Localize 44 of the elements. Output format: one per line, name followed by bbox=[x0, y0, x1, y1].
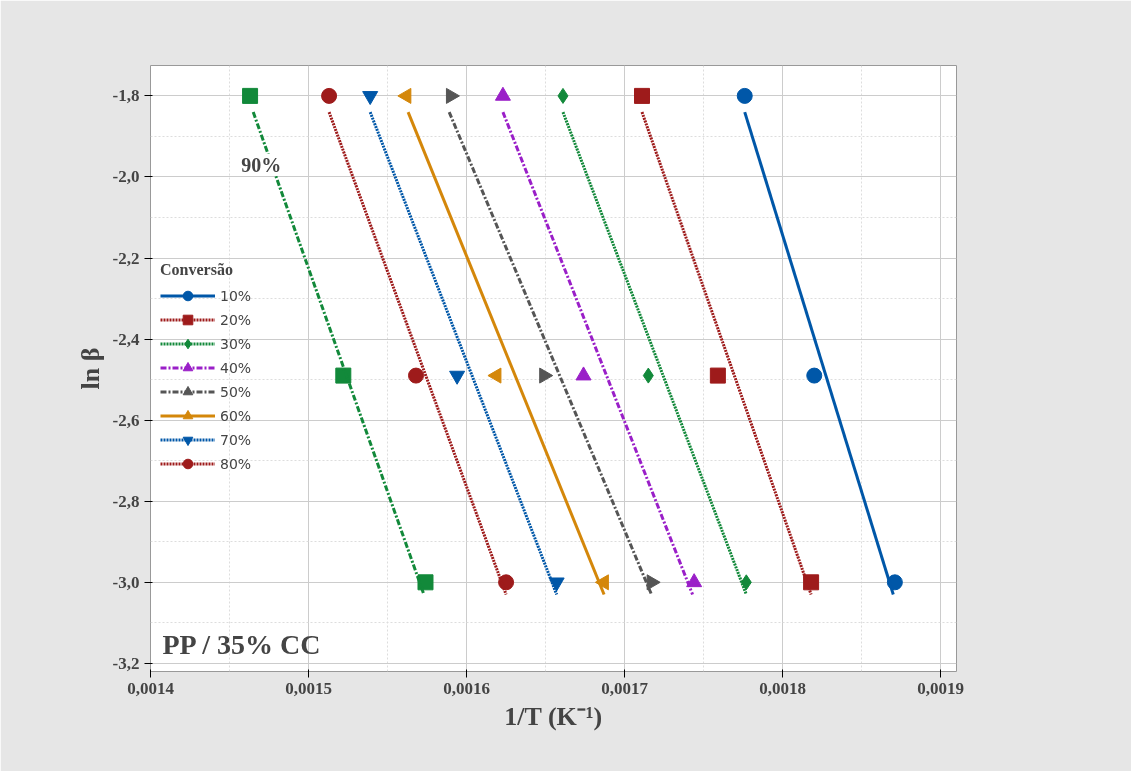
y-axis-title: ln β bbox=[75, 347, 105, 390]
x-tick-label: 0,0015 bbox=[285, 678, 332, 698]
y-tick-label: -2,4 bbox=[112, 329, 140, 349]
point bbox=[408, 367, 425, 384]
point bbox=[575, 366, 592, 381]
point bbox=[634, 87, 650, 104]
x-axis-title: 1/T (K⁻¹) bbox=[504, 701, 603, 731]
y-tick-label: -3,2 bbox=[112, 653, 140, 673]
legend-label: 20% bbox=[220, 310, 252, 330]
y-tick-label: -2,8 bbox=[112, 491, 140, 511]
y-tick-label: -2,6 bbox=[112, 410, 140, 430]
legend-label: 10% bbox=[220, 286, 252, 306]
x-tick-label: 0,0016 bbox=[443, 678, 490, 698]
point bbox=[445, 87, 460, 104]
x-tick-label: 0,0018 bbox=[759, 678, 807, 698]
legend-label: 50% bbox=[220, 382, 252, 402]
point bbox=[709, 367, 726, 384]
point bbox=[806, 367, 823, 384]
y-tick-label: -2,2 bbox=[112, 248, 140, 268]
legend-label: 40% bbox=[220, 358, 252, 378]
legend-label: 60% bbox=[220, 406, 252, 426]
point bbox=[642, 367, 654, 384]
legend-label: 80% bbox=[220, 454, 252, 474]
legend-label: 70% bbox=[220, 430, 252, 450]
annotation: 90% bbox=[241, 153, 282, 176]
point bbox=[557, 87, 569, 104]
x-tick-label: 0,0019 bbox=[917, 678, 965, 698]
point bbox=[242, 87, 259, 104]
legend-label: 30% bbox=[220, 334, 252, 354]
x-tick-label: 0,0017 bbox=[601, 678, 649, 698]
point bbox=[417, 574, 434, 591]
point bbox=[736, 87, 753, 104]
x-tick-label: 0,0014 bbox=[127, 678, 175, 698]
y-tick-label: -3,0 bbox=[112, 572, 140, 592]
point bbox=[686, 573, 703, 588]
annotation: PP / 35% CC bbox=[162, 628, 321, 660]
y-tick-label: -2,0 bbox=[112, 167, 140, 187]
point bbox=[740, 574, 752, 591]
point bbox=[335, 367, 352, 384]
y-tick-label: -1,8 bbox=[112, 86, 140, 106]
point bbox=[646, 574, 661, 591]
point bbox=[321, 87, 338, 104]
point bbox=[494, 86, 511, 101]
legend-title: Conversão bbox=[160, 260, 234, 279]
